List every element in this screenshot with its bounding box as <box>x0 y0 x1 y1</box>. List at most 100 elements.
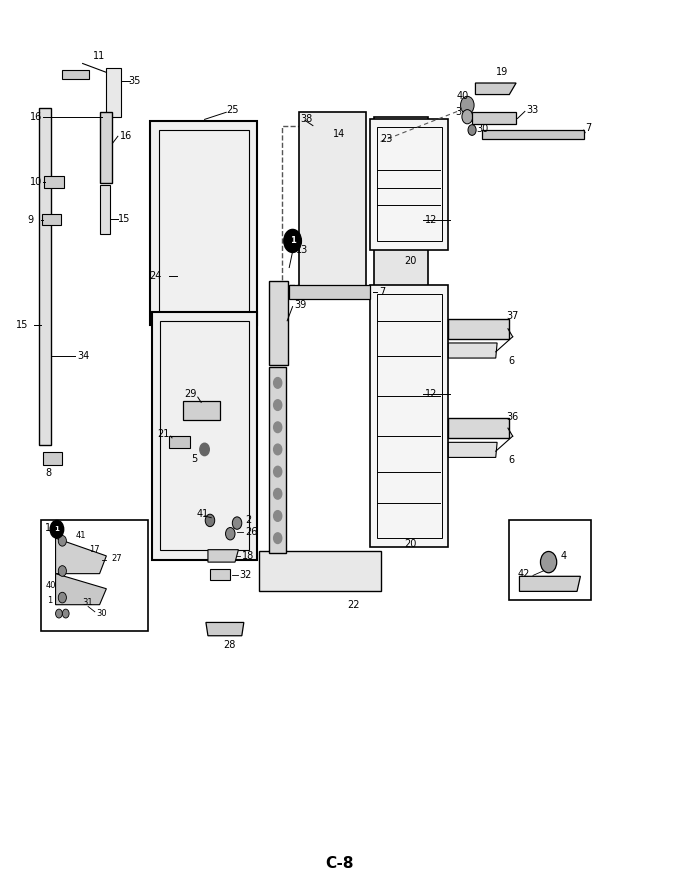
Text: 11: 11 <box>92 52 105 61</box>
Polygon shape <box>520 577 581 591</box>
Circle shape <box>200 443 209 456</box>
Text: 6: 6 <box>508 455 514 465</box>
Circle shape <box>50 521 64 538</box>
Text: 4: 4 <box>560 551 566 561</box>
Text: 1: 1 <box>290 237 296 246</box>
Bar <box>269 281 288 365</box>
Text: 30: 30 <box>477 124 489 134</box>
Circle shape <box>468 125 476 135</box>
Circle shape <box>273 489 282 499</box>
Text: 26: 26 <box>245 527 258 537</box>
Text: 1: 1 <box>46 523 52 533</box>
Polygon shape <box>169 436 190 448</box>
Text: 39: 39 <box>294 300 306 310</box>
Text: 29: 29 <box>184 389 197 399</box>
Circle shape <box>273 400 282 410</box>
Text: C-8: C-8 <box>326 856 354 871</box>
Text: 19: 19 <box>496 68 508 77</box>
Text: 27: 27 <box>111 554 122 563</box>
Text: 20: 20 <box>405 539 417 549</box>
Text: 15: 15 <box>16 320 29 330</box>
Polygon shape <box>206 622 244 635</box>
Bar <box>99 185 109 234</box>
Bar <box>377 295 441 538</box>
Circle shape <box>63 609 69 618</box>
Polygon shape <box>42 214 61 225</box>
Text: 3: 3 <box>455 108 461 117</box>
Circle shape <box>58 566 67 577</box>
Bar <box>482 130 584 139</box>
Bar <box>106 68 121 117</box>
Polygon shape <box>448 343 497 358</box>
Text: 20: 20 <box>405 256 417 266</box>
Text: 37: 37 <box>506 312 518 321</box>
Circle shape <box>462 109 473 124</box>
Text: 13: 13 <box>296 245 308 255</box>
Circle shape <box>226 528 235 540</box>
Text: 16: 16 <box>120 131 132 142</box>
Bar <box>371 118 448 250</box>
Text: 41: 41 <box>197 509 209 519</box>
Text: 12: 12 <box>424 214 437 224</box>
Text: 32: 32 <box>240 570 252 580</box>
Circle shape <box>284 230 301 253</box>
Text: 38: 38 <box>301 114 313 124</box>
Text: 8: 8 <box>46 468 52 479</box>
Bar <box>150 121 257 325</box>
Circle shape <box>273 422 282 433</box>
Bar <box>160 320 249 550</box>
Text: 22: 22 <box>347 600 359 610</box>
Text: 33: 33 <box>526 105 539 115</box>
Text: 5: 5 <box>191 454 197 465</box>
Bar <box>371 286 448 547</box>
Polygon shape <box>210 570 231 580</box>
Text: 35: 35 <box>129 77 141 86</box>
Bar <box>269 367 286 554</box>
Polygon shape <box>472 112 516 124</box>
Polygon shape <box>448 442 497 457</box>
Circle shape <box>58 536 67 546</box>
Bar <box>258 552 381 591</box>
Bar <box>183 400 220 420</box>
Circle shape <box>58 592 67 603</box>
Text: 10: 10 <box>30 177 42 188</box>
Text: 1: 1 <box>54 526 59 532</box>
Polygon shape <box>56 574 106 604</box>
Text: 42: 42 <box>517 569 530 578</box>
Polygon shape <box>475 83 516 94</box>
Circle shape <box>273 377 282 388</box>
Text: 7: 7 <box>585 123 592 134</box>
Text: 40: 40 <box>456 92 469 101</box>
Text: 12: 12 <box>424 389 437 399</box>
Circle shape <box>233 517 242 530</box>
Text: 31: 31 <box>83 598 93 608</box>
Circle shape <box>205 514 215 527</box>
Bar <box>377 127 441 241</box>
Text: 21: 21 <box>157 429 169 440</box>
Text: 41: 41 <box>76 531 86 540</box>
Text: 15: 15 <box>118 214 131 223</box>
Bar <box>39 108 51 445</box>
Text: 25: 25 <box>226 105 239 115</box>
Circle shape <box>273 444 282 455</box>
Bar <box>41 521 148 631</box>
Text: 34: 34 <box>78 352 90 361</box>
Text: 16: 16 <box>30 112 42 122</box>
Bar <box>448 319 509 338</box>
Text: 18: 18 <box>242 551 254 561</box>
Text: 1: 1 <box>48 595 52 605</box>
Bar <box>374 117 428 295</box>
Text: 28: 28 <box>224 640 236 650</box>
Polygon shape <box>44 452 63 465</box>
Bar <box>99 112 112 183</box>
Text: 36: 36 <box>506 411 518 422</box>
Circle shape <box>273 533 282 544</box>
Polygon shape <box>56 538 106 574</box>
Text: 7: 7 <box>379 287 386 297</box>
Polygon shape <box>63 69 90 79</box>
Text: 24: 24 <box>149 271 161 281</box>
Polygon shape <box>44 176 64 188</box>
Bar <box>289 286 371 299</box>
Bar <box>448 418 509 438</box>
Bar <box>282 125 360 286</box>
